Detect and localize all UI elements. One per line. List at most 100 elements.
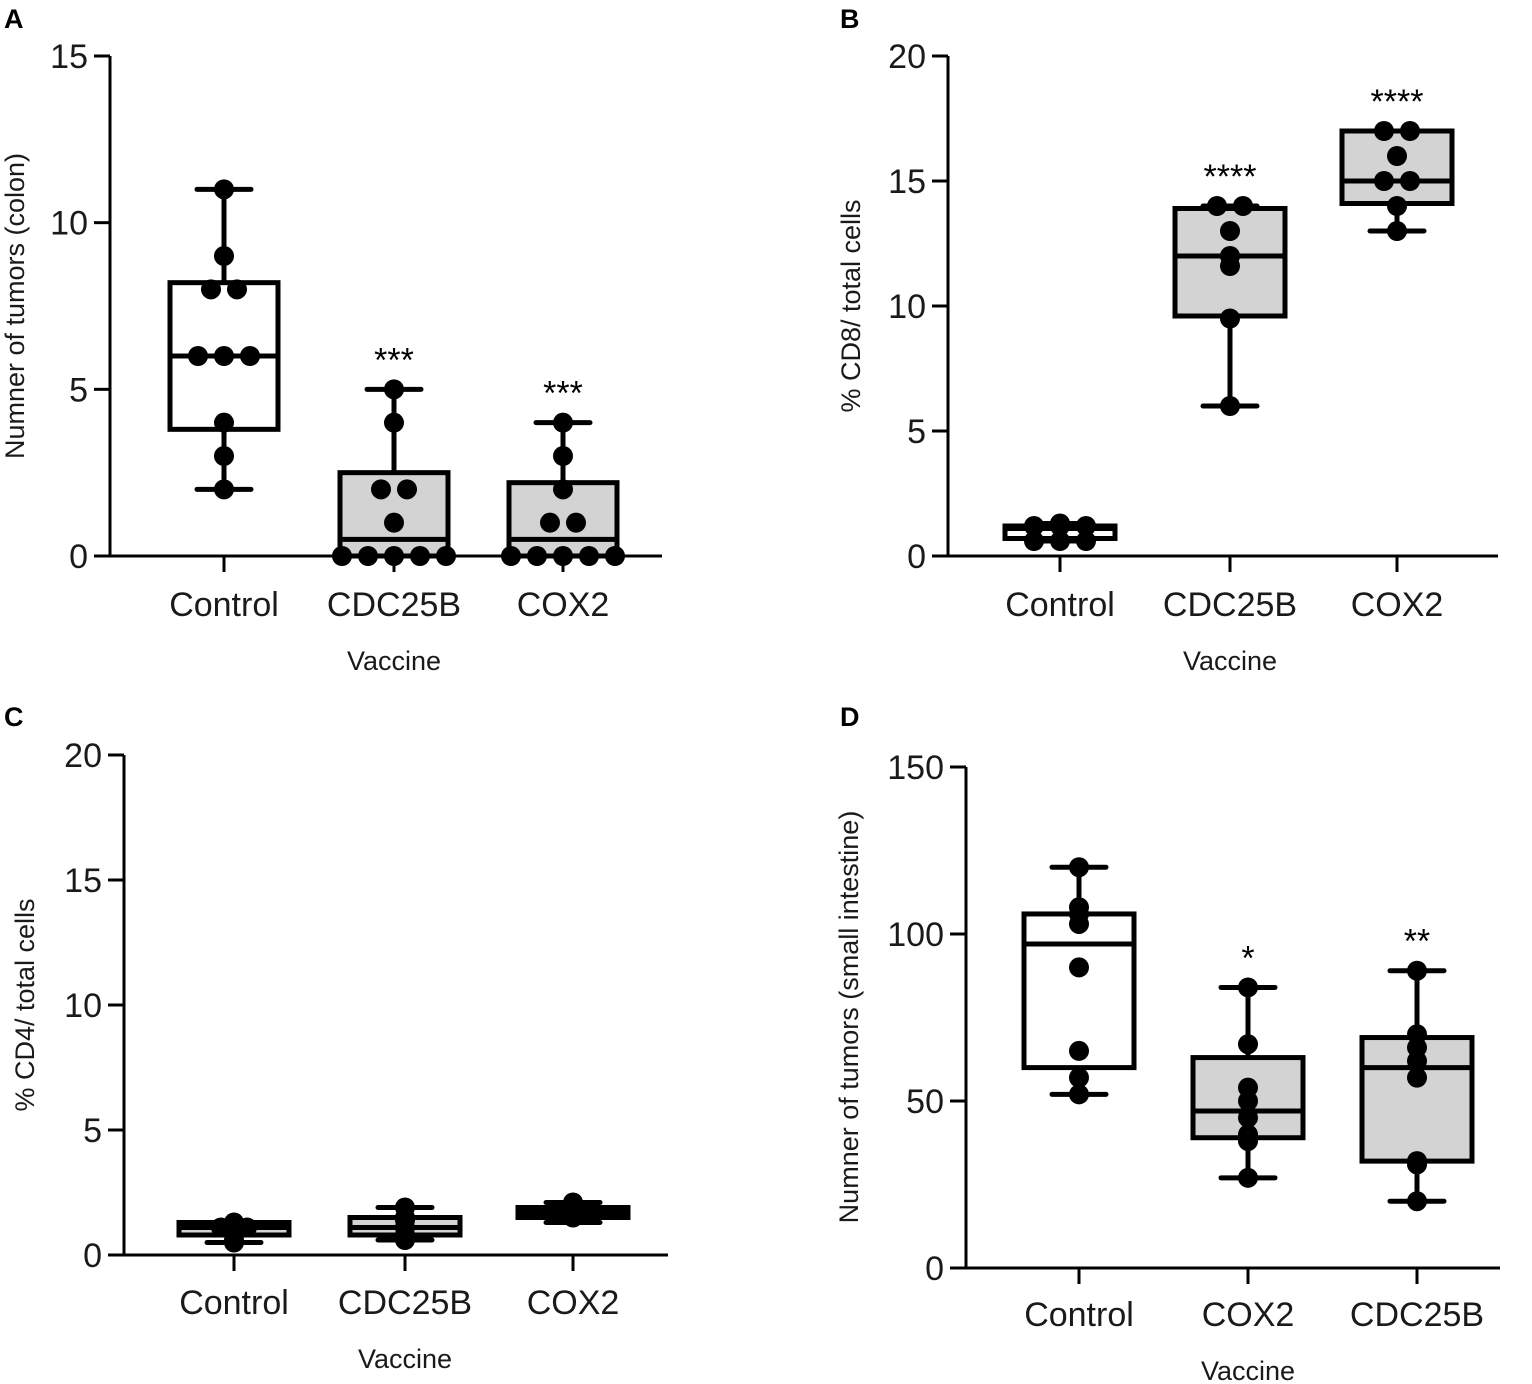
data-point <box>1374 171 1394 191</box>
data-point <box>1207 196 1227 216</box>
data-point <box>436 546 456 566</box>
data-point <box>1024 516 1044 536</box>
box-group-cox2 <box>515 1192 631 1228</box>
y-axis-title-a: Numner of tumors (colon) <box>0 153 30 459</box>
data-point <box>527 546 547 566</box>
x-tick-label-cox2: COX2 <box>527 1284 620 1322</box>
y-tick-label: 0 <box>907 538 926 576</box>
data-point <box>214 346 234 366</box>
data-point <box>240 346 260 366</box>
y-tick-label: 5 <box>907 413 926 451</box>
panel-label-a: A <box>4 4 24 34</box>
x-axis-title-b: Vaccine <box>1183 646 1277 676</box>
data-point <box>1069 913 1089 934</box>
y-tick-label: 10 <box>888 288 926 326</box>
data-point <box>1407 1191 1427 1212</box>
box-group-cox2: *** <box>501 375 625 566</box>
box-group-cdc25b: *** <box>332 341 456 566</box>
x-axis-title-d: Vaccine <box>1201 1356 1295 1384</box>
x-tick-label-control: Control <box>1024 1296 1134 1334</box>
box-group-control <box>167 179 281 500</box>
data-point <box>1220 221 1240 241</box>
x-tick-label-cox2: COX2 <box>1351 586 1444 624</box>
box-group-cdc25b <box>347 1197 463 1250</box>
panel-label-d: D <box>840 702 860 732</box>
data-point <box>1238 977 1258 998</box>
y-axis-title-c: % CD4/ total cells <box>10 898 40 1111</box>
data-point <box>1407 1050 1427 1071</box>
significance-marker: **** <box>1204 158 1257 196</box>
data-point <box>214 446 234 466</box>
data-point <box>1238 1167 1258 1188</box>
data-point <box>224 1232 244 1253</box>
box-group-cox2: * <box>1190 939 1306 1188</box>
data-point <box>384 546 404 566</box>
data-point <box>214 179 234 200</box>
data-point <box>1400 171 1420 191</box>
box-group-cdc25b: **** <box>1172 158 1288 416</box>
data-point <box>1238 1091 1258 1111</box>
y-tick-label: 15 <box>64 862 102 900</box>
x-tick-label-cdc25b: CDC25B <box>338 1284 472 1322</box>
y-tick-label: 15 <box>50 38 88 76</box>
data-point <box>1050 516 1070 536</box>
significance-marker: ** <box>1404 923 1430 961</box>
y-tick-label: 150 <box>887 749 944 787</box>
x-tick-label-cdc25b: CDC25B <box>1350 1296 1484 1334</box>
box-group-control <box>1021 857 1137 1105</box>
y-tick-label: 50 <box>906 1083 944 1121</box>
x-tick-label-control: Control <box>1005 586 1115 624</box>
x-axis-title-a: Vaccine <box>347 646 441 676</box>
plot-area-b: 0 5 10 15 20 Control CDC25B COX2 **** **** <box>888 38 1498 624</box>
data-point <box>371 479 391 500</box>
data-point <box>384 412 404 433</box>
plot-area-c: 0 5 10 15 20 Control CDC25B COX2 <box>64 737 668 1322</box>
y-tick-label: 5 <box>69 371 88 409</box>
data-point <box>1407 1154 1427 1175</box>
significance-marker: *** <box>543 375 583 413</box>
data-point <box>553 479 573 500</box>
data-point <box>188 346 208 366</box>
x-tick-label-cox2: COX2 <box>1202 1296 1295 1334</box>
significance-marker: *** <box>374 341 414 379</box>
y-tick-label: 0 <box>83 1237 102 1275</box>
x-tick-label-cox2: COX2 <box>517 586 610 624</box>
data-point <box>1238 1131 1258 1152</box>
data-point <box>1069 957 1089 978</box>
data-point <box>1050 531 1070 551</box>
data-point <box>501 546 521 566</box>
x-tick-label-cdc25b: CDC25B <box>1163 586 1297 624</box>
data-point <box>1238 1034 1258 1055</box>
data-point <box>1233 196 1253 216</box>
y-tick-label: 10 <box>50 205 88 243</box>
data-point <box>397 479 417 500</box>
data-point <box>214 479 234 500</box>
box-group-control <box>1002 513 1118 551</box>
data-point <box>563 1207 583 1228</box>
box-group-cdc25b: ** <box>1359 923 1475 1212</box>
data-point <box>1220 256 1240 276</box>
data-point <box>1069 1067 1089 1088</box>
box-group-control <box>176 1212 292 1253</box>
box-group-cox2: **** <box>1339 83 1455 241</box>
data-point <box>410 546 430 566</box>
x-tick-label-control: Control <box>169 586 279 624</box>
y-tick-label: 5 <box>83 1112 102 1150</box>
data-point <box>1387 146 1407 166</box>
y-tick-label: 0 <box>69 538 88 576</box>
panel-a: A Numner of tumors (colon) Vaccine 0 5 10 1… <box>0 4 662 676</box>
data-point <box>1387 196 1407 216</box>
y-tick-label: 0 <box>925 1250 944 1288</box>
y-axis-title-d: Numner of tumors (small intestine) <box>834 811 864 1224</box>
panel-label-b: B <box>840 4 860 34</box>
data-point <box>384 379 404 400</box>
data-point <box>1238 1107 1258 1128</box>
data-point <box>553 546 573 566</box>
data-point <box>1076 531 1096 551</box>
y-tick-label: 10 <box>64 987 102 1025</box>
data-point <box>214 412 234 433</box>
data-point <box>332 546 352 566</box>
y-axis-title-b: % CD8/ total cells <box>836 199 866 412</box>
data-point <box>227 279 247 300</box>
